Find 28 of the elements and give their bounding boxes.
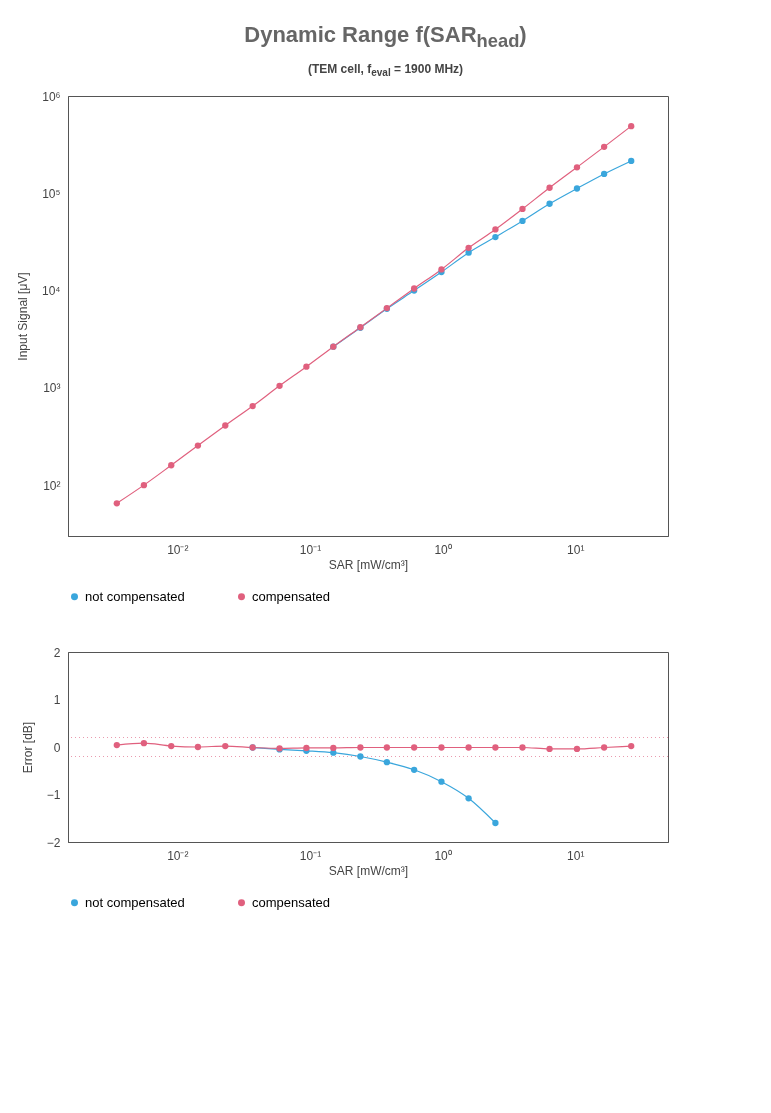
- y-tick-label: 0: [53, 740, 61, 755]
- x-tick-label: 10⁰: [434, 848, 452, 863]
- y-tick-label: 10³: [43, 381, 61, 396]
- y-tick-label: −1: [46, 787, 61, 802]
- y-tick-label: 10⁴: [41, 283, 61, 298]
- x-tick-label: 10⁰: [434, 542, 452, 557]
- y-axis-title: Error [dB]: [20, 721, 35, 773]
- legend-label: compensated: [252, 894, 331, 910]
- legend-label: compensated: [252, 588, 331, 604]
- x-tick-label: 10⁻²: [167, 542, 189, 557]
- x-axis-title: SAR [mW/cm³]: [328, 863, 409, 878]
- x-axis-title: SAR [mW/cm³]: [328, 557, 409, 572]
- chart-subtitle: (TEM cell, f$_{eval}$ = 1900 MHz): [306, 62, 465, 79]
- x-tick-label: 10¹: [567, 848, 585, 863]
- chart-title: Dynamic Range f(SAR$_{head}$): [243, 22, 528, 53]
- y-axis-title: Input Signal [μV]: [16, 272, 30, 361]
- y-tick-label: 10⁵: [42, 186, 61, 201]
- y-tick-label: −2: [46, 835, 61, 850]
- y-tick-label: 1: [53, 692, 61, 707]
- x-tick-label: 10⁻²: [167, 848, 189, 863]
- x-tick-label: 10⁻¹: [299, 542, 322, 557]
- y-tick-label: 2: [53, 645, 61, 660]
- y-tick-label: 10⁶: [42, 89, 61, 104]
- legend-label: not compensated: [85, 588, 185, 604]
- y-tick-label: 10²: [43, 478, 61, 493]
- x-tick-label: 10⁻¹: [299, 848, 322, 863]
- x-tick-label: 10¹: [567, 542, 585, 557]
- legend-label: not compensated: [85, 894, 185, 910]
